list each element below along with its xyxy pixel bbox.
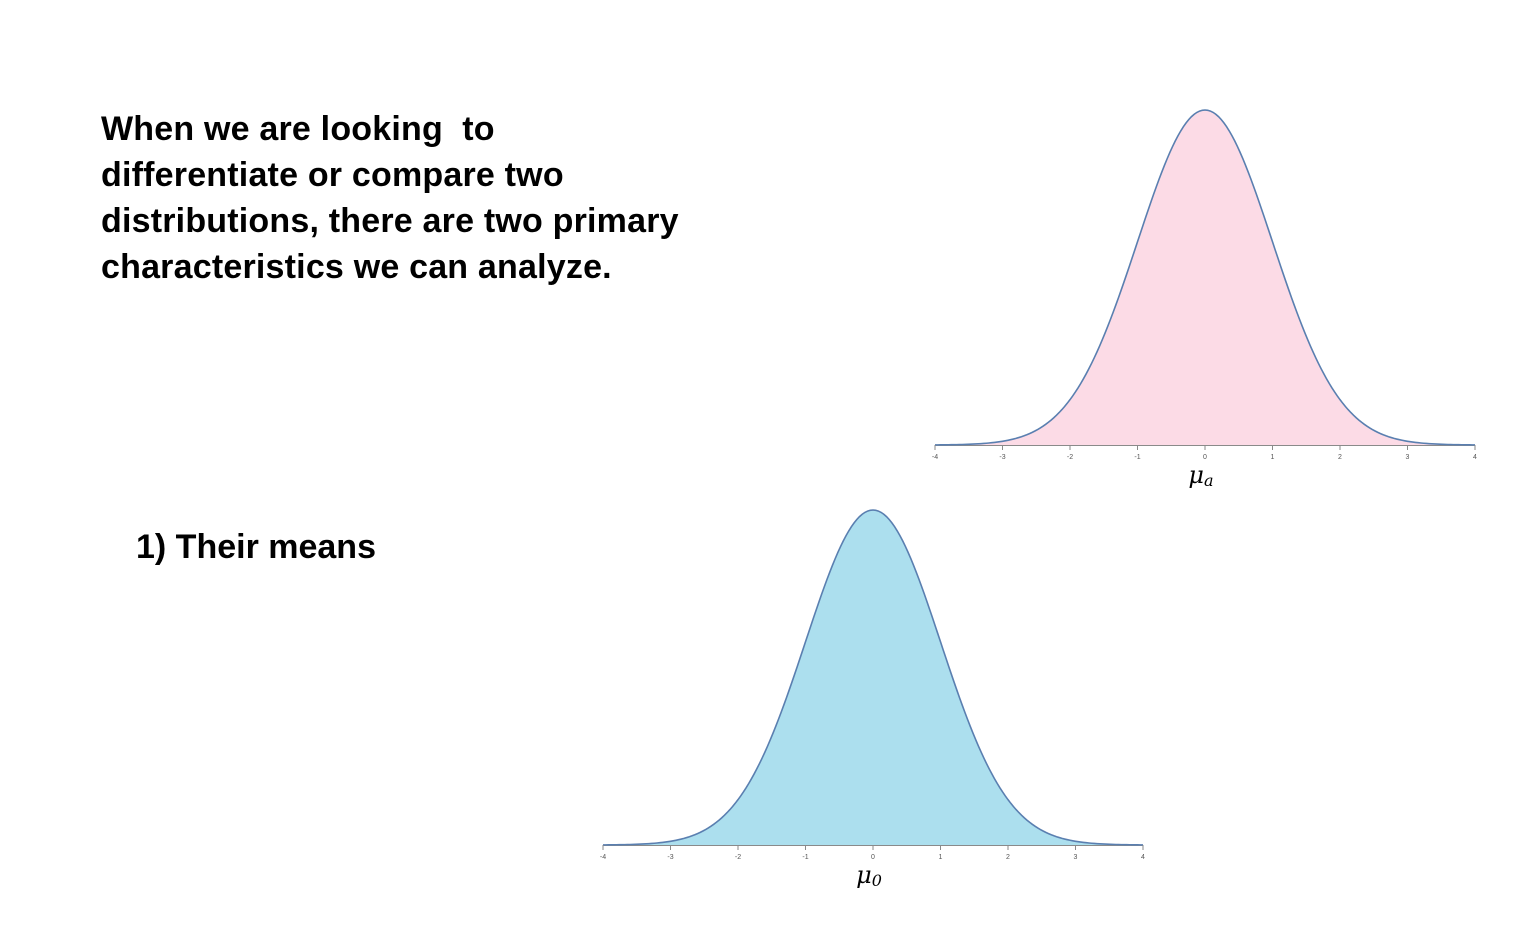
x-tick-label: -2	[1067, 454, 1073, 461]
x-tick-label: 1	[939, 854, 943, 861]
intro-line-2: differentiate or compare two	[101, 156, 564, 194]
x-tick-label: 0	[871, 854, 875, 861]
area-fill	[603, 510, 1143, 845]
point-their-means: 1) Their means	[136, 528, 376, 566]
x-tick-label: -1	[1134, 454, 1140, 461]
x-tick-label: 1	[1271, 454, 1275, 461]
x-tick-label: 3	[1406, 454, 1410, 461]
density-curve	[934, 109, 1476, 446]
x-tick-label: 4	[1141, 854, 1145, 861]
mean-label: μa	[1188, 461, 1213, 490]
intro-line-4: characteristics we can analyze.	[101, 248, 612, 286]
x-tick-label: -3	[999, 454, 1005, 461]
x-tick-label: 2	[1338, 454, 1342, 461]
intro-line-1: When we are looking to	[101, 110, 495, 148]
density-curve	[602, 509, 1144, 846]
x-tick-label: -4	[600, 854, 606, 861]
x-tick-label: 0	[1203, 454, 1207, 461]
x-tick-label: 3	[1074, 854, 1078, 861]
area-fill	[935, 110, 1475, 445]
mean-label: μ0	[856, 861, 882, 890]
x-tick-label: -4	[932, 454, 938, 461]
x-tick-label: 2	[1006, 854, 1010, 861]
distribution-chart-a: -4 -3 -2 -1 0 1 2 3 4 μa	[932, 109, 1477, 490]
x-tick-label: 4	[1473, 454, 1477, 461]
x-tick-label: -3	[667, 854, 673, 861]
x-tick-label: -1	[802, 854, 808, 861]
intro-text: When we are looking to differentiate or …	[101, 106, 721, 290]
intro-line-3: distributions, there are two primary	[101, 202, 679, 240]
x-tick-label: -2	[735, 854, 741, 861]
distribution-chart-0: -4 -3 -2 -1 0 1 2 3 4 μ0	[600, 509, 1145, 890]
